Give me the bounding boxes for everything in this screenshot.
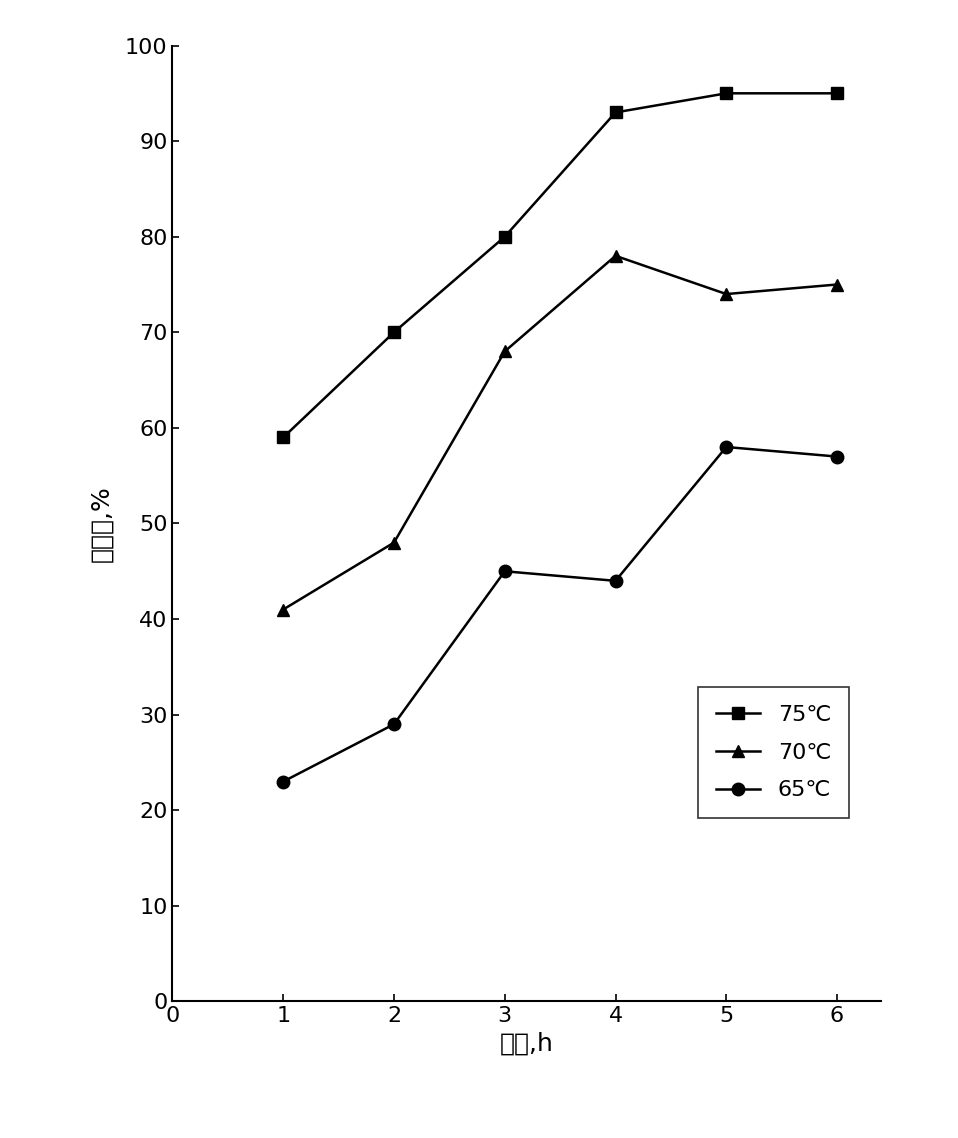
70℃	[832, 278, 843, 291]
75℃	[832, 86, 843, 100]
65℃	[720, 440, 732, 454]
65℃	[609, 574, 621, 587]
Line: 70℃: 70℃	[277, 249, 843, 616]
Line: 75℃: 75℃	[277, 88, 843, 444]
70℃	[278, 603, 289, 617]
75℃	[499, 230, 511, 244]
65℃	[499, 564, 511, 578]
70℃	[720, 287, 732, 300]
Y-axis label: 转化率,%: 转化率,%	[90, 485, 114, 562]
70℃	[609, 249, 621, 263]
70℃	[388, 536, 399, 550]
75℃	[278, 430, 289, 444]
65℃	[832, 450, 843, 463]
70℃	[499, 345, 511, 358]
75℃	[388, 325, 399, 339]
X-axis label: 时间,h: 时间,h	[500, 1032, 554, 1056]
Legend: 75℃, 70℃, 65℃: 75℃, 70℃, 65℃	[697, 687, 849, 818]
75℃	[609, 106, 621, 119]
75℃	[720, 86, 732, 100]
65℃	[388, 717, 399, 731]
65℃	[278, 775, 289, 789]
Line: 65℃: 65℃	[277, 440, 843, 787]
